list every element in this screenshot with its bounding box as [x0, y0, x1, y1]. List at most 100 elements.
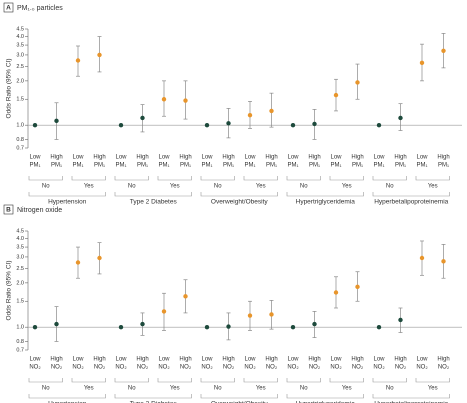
y-tick-label: 1.5 — [16, 299, 24, 305]
outcome-label: Hypertension — [48, 401, 87, 403]
x-tick-label: PM₁ — [137, 163, 148, 169]
group-label: No — [42, 184, 50, 190]
y-tick-label: 2.0 — [16, 280, 24, 286]
outcome-label: Hypertriglyceridemia — [296, 401, 356, 403]
y-tick-label: 4.5 — [16, 26, 24, 32]
x-tick-label: PM₁ — [201, 163, 212, 169]
group-bracket — [114, 378, 149, 383]
x-tick-label: Low — [115, 155, 127, 161]
panel-title: PM₁.₀ particles — [17, 5, 63, 12]
x-tick-label: PM₁ — [438, 163, 449, 169]
point — [398, 115, 403, 121]
x-tick-label: PM₁ — [416, 163, 427, 169]
x-tick-label: PM₁ — [72, 163, 83, 169]
y-tick-label: 3.5 — [16, 43, 24, 49]
x-tick-label: NO₂ — [51, 365, 63, 371]
group-label: No — [128, 386, 136, 392]
outcome-label: Overweight/Obesity — [211, 401, 268, 403]
group-bracket — [28, 176, 63, 181]
outcome-label: Hypertension — [48, 199, 87, 206]
y-tick-label: 4.0 — [16, 34, 24, 40]
y-axis-label: Odds Ratio (95% CI) — [6, 59, 13, 119]
outcome-bracket — [200, 192, 278, 197]
point — [204, 122, 210, 128]
y-tick-label: 0.7 — [16, 145, 24, 151]
group-bracket — [200, 176, 235, 181]
panel-letter-box — [3, 2, 14, 13]
x-tick-label: High — [179, 155, 191, 161]
x-tick-label: NO₂ — [201, 365, 213, 371]
x-tick-label: PM₁ — [287, 163, 298, 169]
panel-letter: B — [6, 207, 11, 214]
group-bracket — [28, 378, 63, 383]
outcome-bracket — [114, 192, 192, 197]
group-label: No — [214, 184, 222, 190]
x-tick-label: High — [265, 357, 277, 363]
group-label: Yes — [170, 184, 180, 190]
x-tick-label: Low — [330, 357, 342, 363]
y-tick-label: 0.8 — [16, 137, 24, 143]
group-label: No — [214, 386, 222, 392]
group-bracket — [329, 378, 364, 383]
point — [376, 324, 382, 330]
panel-letter-box — [3, 204, 14, 215]
outcome-label: Hyperbetalipoproteinemia — [374, 401, 448, 403]
y-tick-label: 3.0 — [16, 254, 24, 260]
x-tick-label: Low — [201, 357, 213, 363]
point — [75, 58, 81, 63]
point — [269, 312, 274, 317]
group-label: Yes — [84, 386, 94, 392]
x-tick-label: PM₁ — [373, 163, 384, 169]
group-bracket — [372, 378, 407, 383]
x-tick-label: NO₂ — [395, 365, 407, 371]
group-bracket — [243, 378, 278, 383]
x-tick-label: Low — [158, 357, 170, 363]
point — [183, 98, 188, 103]
x-tick-label: Low — [330, 155, 342, 161]
x-tick-label: High — [437, 155, 449, 161]
x-tick-label: High — [179, 357, 191, 363]
point — [290, 122, 296, 128]
point — [290, 324, 296, 330]
y-tick-label: 1.0 — [16, 325, 24, 331]
x-tick-label: NO₂ — [29, 365, 41, 371]
point — [118, 324, 124, 330]
x-tick-label: NO₂ — [266, 365, 278, 371]
outcome-bracket — [200, 394, 278, 399]
point — [312, 121, 317, 127]
x-tick-label: NO₂ — [115, 365, 127, 371]
x-tick-label: Low — [29, 357, 41, 363]
x-tick-label: Low — [29, 155, 41, 161]
point — [419, 60, 425, 66]
outcome-bracket — [286, 394, 364, 399]
x-tick-label: High — [394, 357, 406, 363]
point — [247, 313, 253, 318]
group-bracket — [415, 378, 450, 383]
x-tick-label: PM₁ — [94, 163, 105, 169]
group-label: No — [300, 184, 308, 190]
group-label: No — [386, 386, 394, 392]
point — [161, 97, 167, 102]
x-tick-label: Low — [416, 357, 428, 363]
x-tick-label: Low — [72, 155, 84, 161]
x-tick-label: High — [136, 155, 148, 161]
group-bracket — [415, 176, 450, 181]
point — [312, 321, 317, 327]
x-tick-label: PM₁ — [395, 163, 406, 169]
group-bracket — [372, 176, 407, 181]
point — [441, 48, 446, 54]
x-tick-label: Low — [416, 155, 428, 161]
x-tick-label: Low — [373, 155, 385, 161]
x-tick-label: Low — [287, 357, 299, 363]
point — [97, 52, 102, 58]
x-tick-label: High — [394, 155, 406, 161]
x-tick-label: Low — [373, 357, 385, 363]
group-label: No — [300, 386, 308, 392]
x-tick-label: PM₁ — [158, 163, 169, 169]
group-bracket — [200, 378, 235, 383]
x-tick-label: High — [351, 155, 363, 161]
group-label: Yes — [342, 184, 352, 190]
x-tick-label: High — [222, 155, 234, 161]
panel-title: Nitrogen oxide — [17, 207, 62, 214]
